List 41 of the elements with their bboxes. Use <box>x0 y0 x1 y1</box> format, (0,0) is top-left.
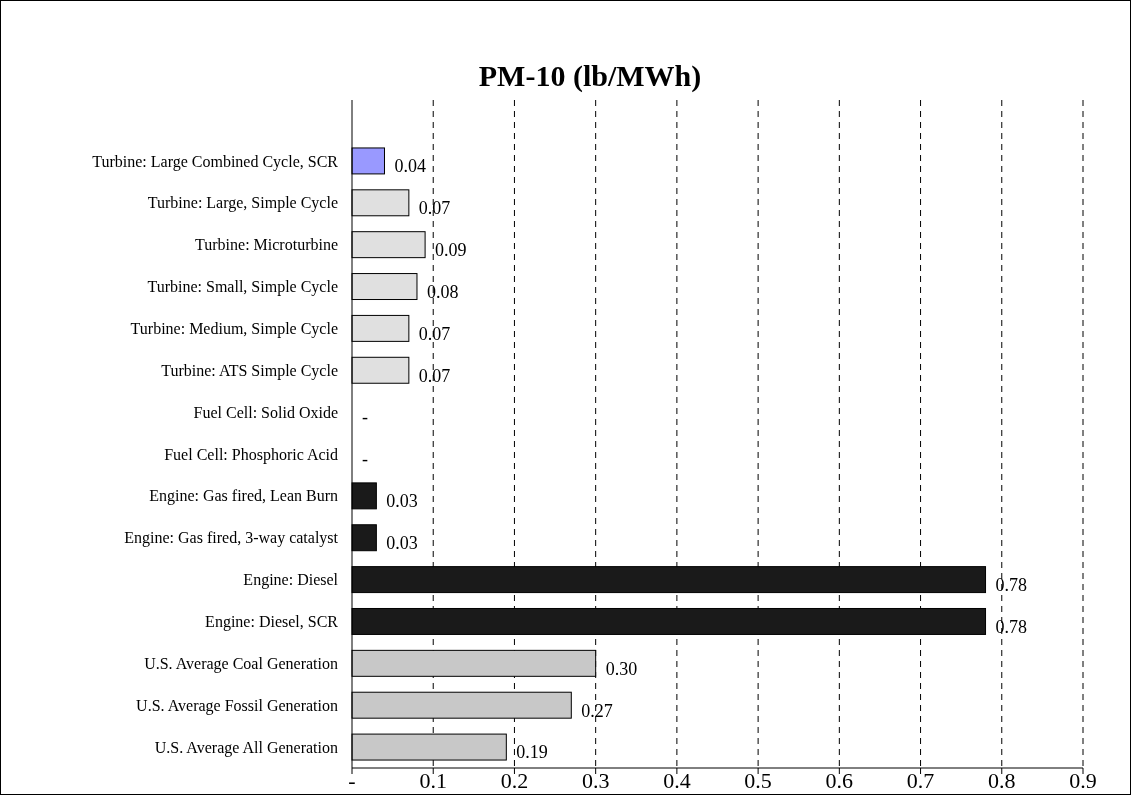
y-tick-label: U.S. Average All Generation <box>154 738 338 757</box>
data-label: - <box>362 449 368 470</box>
data-label: 0.09 <box>435 239 467 260</box>
data-label: 0.08 <box>426 281 459 302</box>
x-tick-label: 0.6 <box>825 768 854 793</box>
data-label: - <box>362 407 368 428</box>
x-tick-label: 0.7 <box>906 768 935 793</box>
y-tick-label: Engine: Diesel, SCR <box>205 613 339 632</box>
y-tick-label: Engine: Gas fired, Lean Burn <box>149 487 338 506</box>
chart-title: PM-10 (lb/MWh) <box>478 59 702 93</box>
data-label: 0.07 <box>418 323 451 344</box>
x-tick-label: 0.1 <box>419 768 447 793</box>
data-label: 0.03 <box>386 533 418 554</box>
data-label: 0.78 <box>995 616 1028 637</box>
y-tick-label: Turbine: Large Combined Cycle, SCR <box>92 152 339 171</box>
data-label: 0.07 <box>418 365 451 386</box>
data-label: 0.19 <box>516 742 548 763</box>
x-tick-label: 0.8 <box>988 768 1016 793</box>
y-tick-label: U.S. Average Fossil Generation <box>136 696 338 715</box>
y-tick-label: Turbine: Medium, Simple Cycle <box>130 320 338 338</box>
y-tick-label: Engine: Gas fired, 3-way catalyst <box>124 529 339 548</box>
y-tick-label: U.S. Average Coal Generation <box>144 654 338 673</box>
data-label: 0.04 <box>394 156 426 177</box>
data-label: 0.07 <box>418 198 451 219</box>
data-label: 0.78 <box>995 574 1028 595</box>
y-tick-label: Fuel Cell: Phosphoric Acid <box>164 445 338 464</box>
y-tick-label: Engine: Diesel <box>243 571 339 590</box>
y-tick-label: Turbine: ATS Simple Cycle <box>161 361 338 380</box>
y-tick-label: Turbine: Microturbine <box>195 236 338 254</box>
y-tick-label: Turbine: Large, Simple Cycle <box>147 194 338 213</box>
x-tick-label: 0.5 <box>744 768 772 793</box>
x-tick-label: 0.4 <box>663 768 691 793</box>
x-tick-label: - <box>348 768 356 793</box>
data-label: 0.30 <box>605 658 638 679</box>
x-tick-label: 0.2 <box>500 768 529 793</box>
x-tick-label: 0.3 <box>581 768 610 793</box>
data-label: 0.03 <box>386 491 418 512</box>
data-label: 0.27 <box>581 700 613 721</box>
x-tick-label: 0.9 <box>1069 768 1097 793</box>
y-tick-label: Fuel Cell: Solid Oxide <box>193 403 338 421</box>
y-tick-label: Turbine: Small, Simple Cycle <box>147 278 338 297</box>
